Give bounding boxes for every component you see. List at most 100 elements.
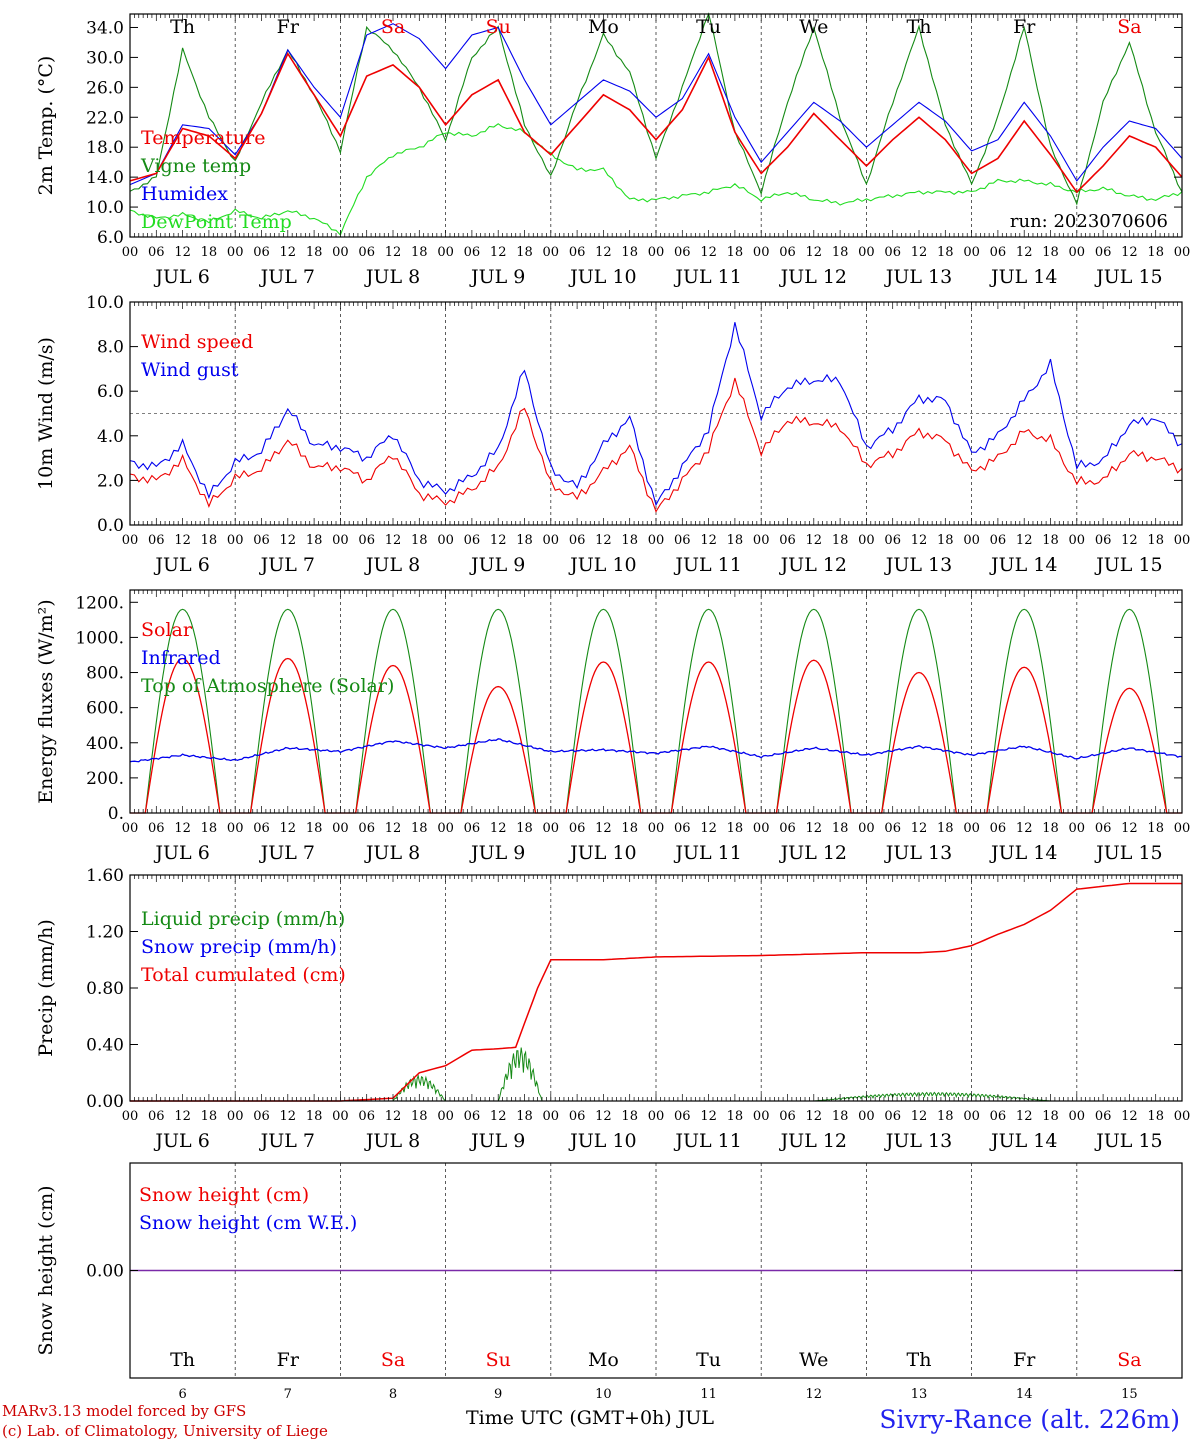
hour-label: 00 (963, 533, 980, 548)
hour-label: 06 (253, 245, 270, 260)
y-tick-label: 26.0 (86, 78, 124, 98)
y-tick-label: 4.0 (97, 427, 124, 447)
snow-legend: Snow height (cm) Snow height (cm W.E.) Th 6… (139, 1184, 1142, 1402)
legend-item: Temperature (141, 127, 265, 149)
date-label: JUL 15 (1094, 1130, 1162, 1152)
weekday-label: We (799, 16, 828, 38)
hour-label: 06 (253, 1109, 270, 1124)
hour-label: 06 (884, 1109, 901, 1124)
series-wind-speed (129, 377, 1183, 513)
legend-item: Vigne temp (140, 155, 251, 177)
weekday-label: Tu (696, 16, 721, 38)
hour-label: 12 (1121, 1109, 1138, 1124)
hour-label: 18 (621, 245, 638, 260)
date-label: JUL 12 (779, 842, 847, 864)
date-label: JUL 14 (989, 842, 1057, 864)
date-label: JUL 10 (568, 842, 636, 864)
precip-legend: Liquid precip (mm/h) Snow precip (mm/h) To… (141, 908, 346, 986)
date-label: JUL 13 (884, 266, 952, 288)
date-label: JUL 7 (259, 554, 315, 576)
hour-label: 18 (832, 533, 849, 548)
y-tick-label: 34.0 (86, 18, 124, 38)
temperature-series (129, 12, 1183, 237)
hour-label: 00 (753, 1109, 770, 1124)
hour-label: 06 (884, 533, 901, 548)
legend-item: DewPoint Temp (141, 211, 292, 233)
hour-label: 06 (990, 1109, 1007, 1124)
energy-axis-ticks: 00 06 12 18 JUL 6 00 06 12 18 JUL 7 00 06 12 18 JUL 8 0… (75, 590, 1190, 864)
hour-label: 00 (437, 1109, 454, 1124)
date-label: JUL 15 (1094, 266, 1162, 288)
hour-label: 18 (621, 821, 638, 836)
hour-label: 18 (306, 245, 323, 260)
hour-label: 12 (595, 1109, 612, 1124)
y-tick-label: 6.0 (97, 228, 124, 248)
hour-label: 00 (332, 533, 349, 548)
hour-label: 00 (543, 245, 560, 260)
date-label: JUL 14 (989, 266, 1057, 288)
hour-label: 18 (306, 1109, 323, 1124)
footer-lab: (c) Lab. of Climatology, University of L… (2, 1422, 328, 1440)
hour-label: 06 (1095, 1109, 1112, 1124)
hour-label: 06 (779, 245, 796, 260)
hour-label: 18 (621, 1109, 638, 1124)
hour-label: 00 (227, 245, 244, 260)
hour-label: 18 (832, 821, 849, 836)
series-wind-gust (129, 322, 1183, 507)
hour-label: 12 (911, 533, 928, 548)
hour-label: 12 (1121, 821, 1138, 836)
hour-label: 00 (122, 1109, 139, 1124)
hour-label: 18 (727, 245, 744, 260)
hour-label: 18 (201, 821, 218, 836)
hour-label: 00 (753, 533, 770, 548)
hour-label: 00 (122, 245, 139, 260)
footer-time-axis-title: Time UTC (GMT+0h) JUL (466, 1407, 714, 1429)
hour-label: 00 (858, 1109, 875, 1124)
weekday-label: Sa (381, 1349, 405, 1371)
hour-label: 18 (937, 245, 954, 260)
hour-label: 12 (806, 533, 823, 548)
hour-label: 00 (753, 245, 770, 260)
hour-label: 18 (1147, 245, 1164, 260)
hour-label: 12 (806, 1109, 823, 1124)
date-label: JUL 12 (779, 554, 847, 576)
hour-label: 18 (937, 821, 954, 836)
hour-label: 00 (648, 1109, 665, 1124)
hour-label: 12 (280, 821, 297, 836)
hour-label: 06 (569, 245, 586, 260)
date-label: JUL 9 (469, 842, 525, 864)
hour-label: 18 (727, 533, 744, 548)
weekday-label: Fr (1013, 16, 1036, 38)
wind-panel: 00 06 12 18 JUL 6 00 06 12 18 JUL 7 00 06 12 18 JUL 8 0… (35, 293, 1190, 576)
weekday-label: Su (486, 1349, 511, 1371)
snow-axis-ticks: 0.00 (86, 1262, 1182, 1282)
hour-label: 06 (148, 533, 165, 548)
hour-label: 00 (332, 821, 349, 836)
hour-label: 18 (306, 821, 323, 836)
y-tick-label: 200. (86, 769, 124, 789)
hour-label: 18 (306, 533, 323, 548)
hour-label: 00 (227, 533, 244, 548)
hour-label: 00 (1174, 1109, 1191, 1124)
day-number-label: 11 (700, 1387, 717, 1402)
wind-ylabel: 10m Wind (m/s) (35, 337, 57, 490)
y-tick-label: 0.0 (97, 516, 124, 536)
weekday-label: Sa (381, 16, 405, 38)
hour-label: 00 (437, 821, 454, 836)
hour-label: 00 (1069, 821, 1086, 836)
date-label: JUL 6 (153, 842, 209, 864)
y-tick-label: 0.40 (86, 1036, 124, 1056)
day-number-label: 10 (595, 1387, 612, 1402)
hour-label: 06 (464, 245, 481, 260)
hour-label: 06 (1095, 821, 1112, 836)
y-tick-label: 8.0 (97, 338, 124, 358)
wind-axis-ticks: 00 06 12 18 JUL 6 00 06 12 18 JUL 7 00 06 12 18 JUL 8 0… (86, 293, 1190, 576)
date-label: JUL 10 (568, 554, 636, 576)
hour-label: 12 (1016, 245, 1033, 260)
hour-label: 00 (332, 245, 349, 260)
hour-label: 12 (700, 245, 717, 260)
hour-label: 06 (990, 821, 1007, 836)
series-infrared (129, 738, 1183, 763)
energy-grid (234, 590, 1078, 813)
